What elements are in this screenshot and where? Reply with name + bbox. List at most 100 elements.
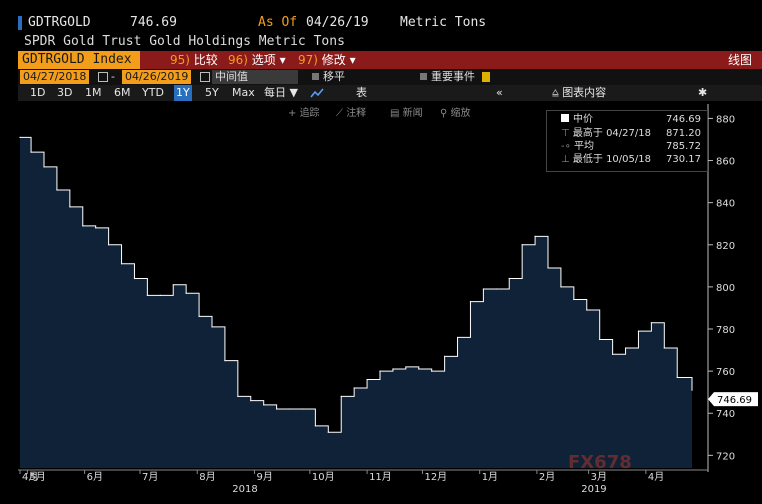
tick-icon: ⊤ [561, 128, 573, 139]
index-field[interactable]: GDTRGOLD Index [18, 51, 140, 69]
key-events-label: 重要事件 [431, 70, 475, 83]
chart-legend: 中价 746.69 ⊤ 最高于 04/27/18 871.20 -∘ 平均 78… [546, 110, 708, 172]
zoom-tool[interactable]: ⚲ 缩放 [440, 108, 471, 119]
data-point [663, 347, 665, 349]
modify-menu[interactable]: 97) 修改 ▾ [298, 51, 356, 69]
data-point [366, 378, 368, 381]
data-point [379, 370, 381, 372]
chart-content-label: 图表内容 [562, 86, 607, 99]
data-point [586, 309, 588, 311]
data-point [495, 288, 497, 290]
function-toolbar: GDTRGOLD Index 95) 比较 96) 选项 ▾ 97) 修改 ▾ … [18, 51, 762, 69]
data-point [637, 330, 640, 332]
date-range-bar: 04/27/2018 - 04/26/2019 中间值 移平 重要事件 [18, 69, 762, 85]
field-select[interactable]: 中间值 [212, 70, 298, 84]
moving-average-toggle[interactable]: 移平 [312, 69, 345, 85]
compare-menu[interactable]: 95) 比较 [170, 51, 218, 69]
holdings-area [20, 137, 692, 468]
data-point [224, 360, 226, 362]
period-max[interactable]: Max [232, 86, 255, 99]
end-date-input[interactable]: 04/26/2019 [122, 70, 192, 84]
period-1d[interactable]: 1D [30, 86, 46, 99]
units-label: Metric Tons [400, 15, 487, 30]
line-style-icon[interactable] [308, 85, 326, 101]
ticker-symbol: GDTRGOLD [28, 15, 91, 30]
as-of-date: 04/26/19 [306, 15, 369, 30]
data-point [250, 400, 252, 402]
options-menu-label: 选项 ▾ [251, 53, 286, 67]
data-point [276, 408, 278, 410]
period-3d[interactable]: 3D [57, 86, 73, 99]
frequency-select[interactable]: 每日 ▼ [264, 86, 298, 99]
security-description: SPDR Gold Trust Gold Holdings Metric Ton… [24, 34, 345, 49]
checkbox-icon [312, 73, 319, 80]
last-value-box [714, 392, 758, 407]
data-point [482, 288, 484, 290]
data-point [120, 263, 123, 265]
y-tick-label: 840 [716, 199, 735, 210]
legend-low-label: 最低于 10/05/18 [572, 154, 651, 165]
legend-low: ⊥ 最低于 10/05/18 730.17 [561, 154, 705, 166]
legend-mid-label: 中价 [573, 114, 593, 125]
data-point [521, 244, 523, 246]
period-ytd[interactable]: YTD [142, 86, 164, 99]
data-point [650, 322, 652, 324]
data-point [301, 408, 304, 410]
tick-icon: ⊥ [561, 154, 573, 165]
data-point [288, 408, 291, 410]
collapse-button[interactable]: « [496, 86, 503, 99]
holdings-line [20, 136, 693, 433]
line-chart-button[interactable]: 线图 [727, 53, 752, 67]
data-point [146, 294, 148, 296]
x-tick-label: 11月 [369, 471, 392, 483]
data-point [676, 376, 678, 379]
period-1y[interactable]: 1Y [174, 85, 192, 101]
x-tick-label: 6月 [87, 471, 103, 483]
period-6m[interactable]: 6M [114, 86, 131, 99]
period-bar: 1D 3D 1M 6M YTD 1Y 5Y Max 每日 ▼ 表 « ⩠ 图表内… [18, 85, 762, 101]
x-tick-label: 4月 [22, 471, 38, 483]
calendar-icon[interactable] [98, 72, 108, 82]
track-tool[interactable]: + 追踪 [288, 108, 320, 119]
start-date-input[interactable]: 04/27/2018 [20, 70, 90, 84]
annotate-tool[interactable]: ⟋ 注释 [336, 108, 367, 119]
x-tick-label: 1月 [482, 471, 498, 483]
news-tool[interactable]: ▤ 新闻 [390, 108, 423, 119]
watermark-logo: FX678 [568, 452, 632, 473]
news-label: 新闻 [402, 108, 423, 119]
y-tick-label: 800 [716, 283, 735, 294]
gear-icon[interactable]: ✱ [698, 86, 708, 99]
calendar-icon[interactable] [200, 72, 210, 82]
data-point [612, 353, 614, 355]
x-tick-label: 8月 [199, 471, 215, 483]
checkbox-icon [420, 73, 427, 80]
info-icon[interactable] [481, 72, 490, 82]
x-tick-label: 4月 [648, 471, 664, 483]
legend-high-value: 871.20 [666, 128, 701, 139]
data-point [263, 404, 265, 406]
ticker-marker [18, 16, 22, 30]
key-events-toggle[interactable]: 重要事件 [420, 69, 490, 85]
last-value-label: 746.69 [717, 395, 752, 406]
y-axis: 720 740 760 780 800 820 840 860 880 [707, 104, 735, 472]
data-point [133, 277, 136, 280]
legend-avg-value: 785.72 [666, 141, 701, 152]
legend-swatch [561, 114, 569, 122]
modify-menu-num: 97) [298, 53, 318, 67]
period-1m[interactable]: 1M [85, 86, 102, 99]
compare-menu-num: 95) [170, 53, 190, 67]
data-point [547, 267, 549, 269]
data-point [599, 338, 601, 341]
data-point [573, 298, 575, 301]
data-point [237, 395, 239, 397]
options-menu[interactable]: 96) 选项 ▾ [228, 51, 286, 69]
data-point [534, 235, 536, 237]
chart-content-button[interactable]: ⩠ 图表内容 [550, 85, 608, 101]
moving-average-label: 移平 [323, 70, 345, 83]
data-point [82, 225, 84, 227]
data-point [69, 206, 71, 208]
x-tick-label: 7月 [142, 471, 158, 483]
period-5y[interactable]: 5Y [205, 86, 219, 99]
table-button[interactable]: 表 [356, 86, 367, 99]
